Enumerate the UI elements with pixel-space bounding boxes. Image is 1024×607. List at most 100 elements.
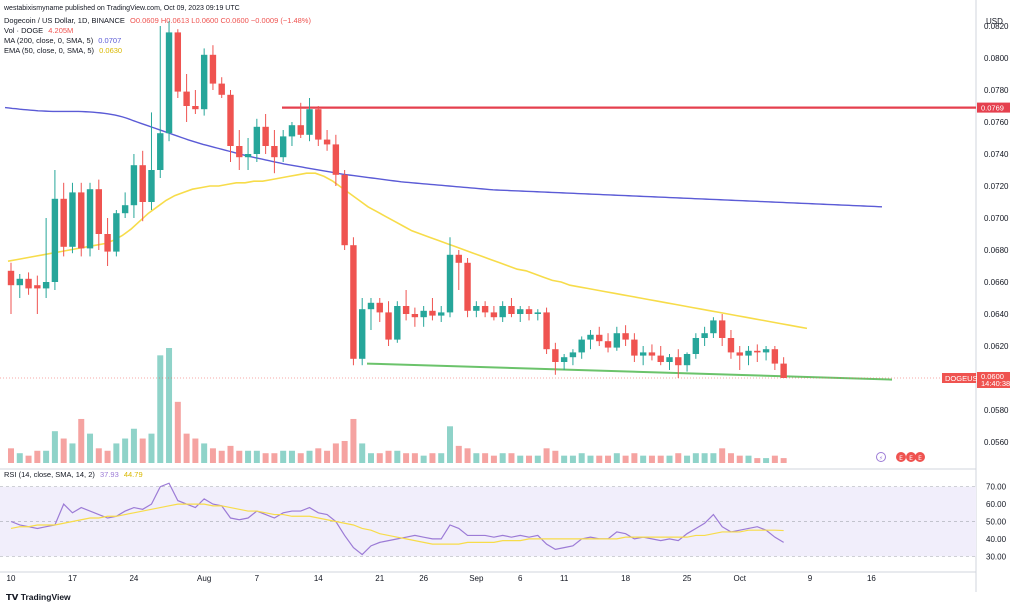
support-trendline xyxy=(366,362,893,381)
volume-bar xyxy=(482,453,489,463)
volume-bar xyxy=(666,455,673,463)
candle-body xyxy=(7,270,15,286)
candle xyxy=(604,333,612,353)
vol-legend[interactable]: Vol · DOGE 4.205M xyxy=(4,26,76,35)
candle xyxy=(95,179,102,250)
candle-body xyxy=(754,350,761,353)
event-marker-icon xyxy=(896,452,906,462)
volume-bar xyxy=(473,453,480,463)
volume-bar xyxy=(8,448,14,463)
volume-bar xyxy=(174,401,181,463)
resistance-price-label: 0.0769 xyxy=(981,104,1004,113)
candle xyxy=(683,352,691,372)
candle-body xyxy=(499,306,506,318)
candle-body xyxy=(367,302,375,310)
candle-body xyxy=(165,32,173,134)
rsi-line xyxy=(10,482,784,556)
rsi-tick-label: 60.00 xyxy=(986,500,1007,509)
price-tick-label: 0.0640 xyxy=(984,310,1009,319)
time-tick-label: 21 xyxy=(375,574,384,583)
vol-label: Vol · DOGE xyxy=(4,26,44,35)
volume-bar xyxy=(429,453,436,463)
volume-bar xyxy=(499,453,506,463)
candle xyxy=(271,130,278,174)
ema-legend[interactable]: EMA (50, close, 0, SMA, 5) 0.0630 xyxy=(4,46,125,55)
volume-bar xyxy=(359,443,366,463)
candle xyxy=(385,301,392,346)
last-price-label: 0.0600 xyxy=(981,372,1004,381)
candle xyxy=(244,138,252,170)
volume-bar xyxy=(692,453,699,463)
volume-bar xyxy=(245,450,252,463)
candle-body xyxy=(604,341,612,348)
candle xyxy=(376,298,383,322)
volume-bar xyxy=(754,458,761,463)
candle xyxy=(499,301,506,322)
candle-body xyxy=(446,254,454,313)
event-marker-label: ⚡ xyxy=(879,455,883,462)
volume-bar xyxy=(236,450,243,463)
candle xyxy=(587,330,594,350)
candle xyxy=(350,237,357,366)
candle xyxy=(25,272,32,295)
candle xyxy=(648,344,656,361)
candle-body xyxy=(675,357,682,366)
candle-body xyxy=(657,355,664,362)
volume-bar xyxy=(297,453,304,463)
volume-bar xyxy=(508,453,515,463)
candle-body xyxy=(631,339,638,356)
ohlc-values: O0.0609 H0.0613 L0.0600 C0.0600 −0.0009 … xyxy=(129,16,311,25)
candle xyxy=(560,354,568,370)
time-tick-label: 10 xyxy=(7,574,16,583)
candle xyxy=(525,306,533,321)
candle-body xyxy=(701,333,708,338)
price-tick-label: 0.0580 xyxy=(984,406,1009,415)
volume-bar xyxy=(201,443,208,463)
candle xyxy=(446,237,454,318)
candle xyxy=(394,301,401,343)
candle xyxy=(596,326,603,346)
volume-bar xyxy=(113,443,120,463)
symbol-title[interactable]: Dogecoin / US Dollar, 1D, BINANCE xyxy=(4,16,125,25)
candle xyxy=(34,275,41,314)
candle xyxy=(121,192,129,218)
candle xyxy=(473,301,480,318)
candle-body xyxy=(78,192,85,249)
volume-bar xyxy=(315,448,322,463)
candle-body xyxy=(411,314,419,318)
price-tick-label: 0.0620 xyxy=(984,342,1009,351)
rsi-legend[interactable]: RSI (14, close, SMA, 14, 2) 37.93 44.79 xyxy=(4,470,146,479)
candle-body xyxy=(473,306,480,311)
volume-bar xyxy=(367,453,374,463)
candle xyxy=(60,182,67,257)
candle xyxy=(69,182,76,254)
candle xyxy=(578,336,585,359)
candle xyxy=(315,106,322,146)
volume-bar xyxy=(157,355,164,463)
candle-body xyxy=(86,189,94,249)
symbol-tag xyxy=(942,373,976,383)
volume-bar xyxy=(411,453,418,463)
candle-body xyxy=(95,189,102,234)
volume-bar xyxy=(613,453,620,463)
volume-bar xyxy=(763,458,770,463)
volume-bar xyxy=(438,453,445,463)
candle xyxy=(253,118,261,162)
volume-bar xyxy=(122,438,129,463)
volume-bar xyxy=(464,448,471,463)
candle xyxy=(710,317,717,338)
countdown-label: 14:40:38 xyxy=(981,379,1010,388)
rsi-value: 37.93 xyxy=(99,470,119,479)
price-tick-label: 0.0740 xyxy=(984,150,1009,159)
candle-body xyxy=(271,146,278,158)
tradingview-logo[interactable]: 𝗧𝗩 TradingView xyxy=(6,592,71,603)
price-tick-label: 0.0660 xyxy=(984,278,1009,287)
published-line: westabixismyname published on TradingVie… xyxy=(4,5,240,12)
volume-bar xyxy=(447,426,453,463)
volume-bar xyxy=(60,438,67,463)
ma-legend[interactable]: MA (200, close, 0, SMA, 5) 0.0707 xyxy=(4,36,124,45)
candle-body xyxy=(218,83,225,95)
rsi-tick-label: 30.00 xyxy=(986,552,1007,561)
candle xyxy=(771,346,779,370)
